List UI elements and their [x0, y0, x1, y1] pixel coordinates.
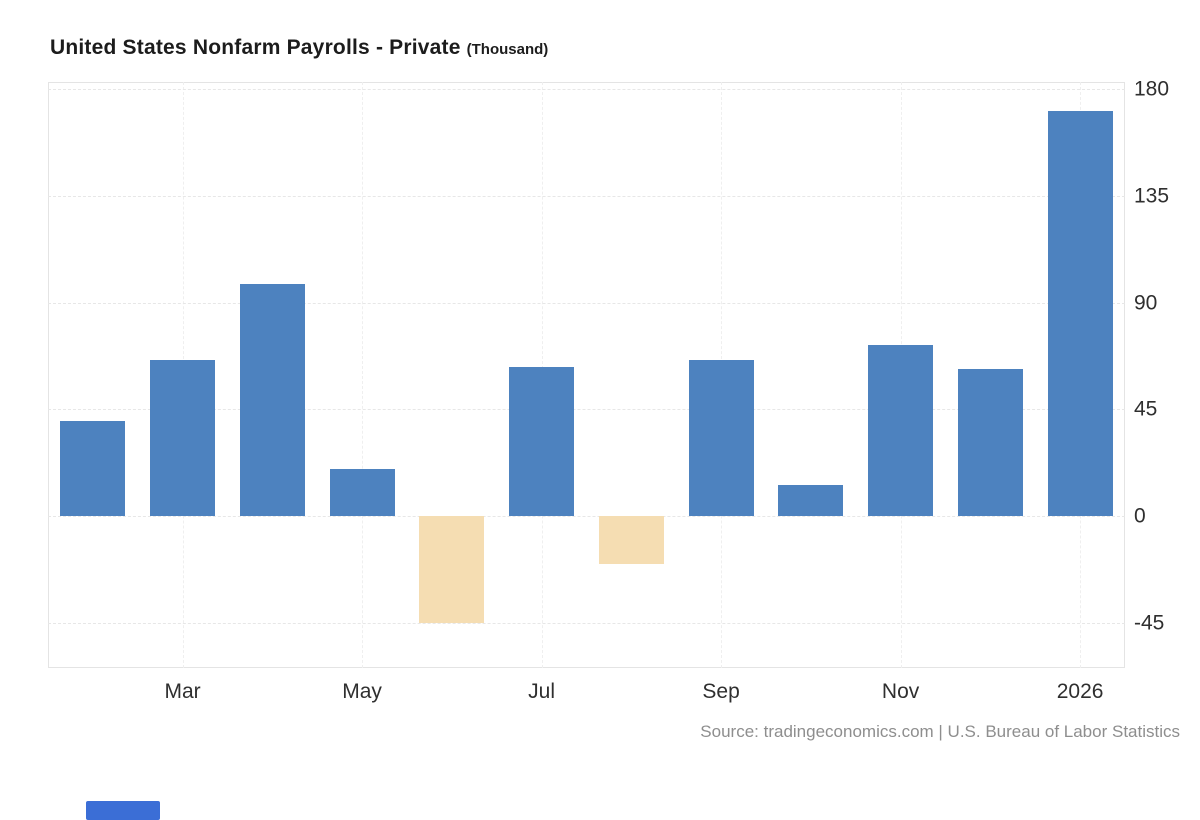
gridline-h	[48, 622, 1125, 624]
partial-blue-button[interactable]	[86, 801, 160, 820]
gridline-h	[48, 409, 1125, 411]
chart-bar[interactable]	[329, 468, 395, 517]
y-axis-tick-label: 0	[1134, 504, 1146, 528]
gridline-h	[48, 195, 1125, 197]
chart-bar[interactable]	[688, 359, 754, 517]
chart-bar[interactable]	[239, 283, 305, 517]
gridline-h	[48, 516, 1125, 518]
y-axis-tick-label: 90	[1134, 291, 1158, 315]
y-axis-tick-label: 180	[1134, 77, 1170, 101]
x-axis-tick-label: Mar	[164, 680, 201, 703]
y-axis-tick-label: 45	[1134, 397, 1158, 421]
plot-area	[48, 82, 1125, 668]
chart-bar[interactable]	[598, 516, 664, 564]
chart-bar[interactable]	[957, 369, 1023, 517]
chart-bar[interactable]	[868, 345, 934, 517]
chart-bar[interactable]	[419, 516, 485, 623]
x-axis-tick-label: Sep	[702, 680, 740, 703]
x-axis-tick-label: Nov	[881, 680, 920, 703]
y-axis-tick-label: 135	[1134, 184, 1170, 208]
chart-bar[interactable]	[60, 421, 126, 517]
gridline-h	[48, 89, 1125, 91]
chart-title-text: United States Nonfarm Payrolls - Private	[50, 36, 461, 59]
source-attribution: Source: tradingeconomics.com | U.S. Bure…	[700, 722, 1180, 741]
chart-title-unit: (Thousand)	[466, 41, 549, 58]
gridline-h	[48, 302, 1125, 304]
gridline-v	[362, 82, 364, 668]
y-axis-tick-label: -45	[1134, 611, 1165, 635]
chart-title: United States Nonfarm Payrolls - Private…	[50, 36, 548, 60]
chart-bar[interactable]	[778, 485, 844, 517]
chart-bar[interactable]	[150, 359, 216, 517]
chart-bar[interactable]	[509, 366, 575, 517]
x-axis-tick-label: Jul	[528, 680, 556, 703]
x-axis-tick-label: 2026	[1056, 680, 1104, 703]
chart-bar[interactable]	[1047, 110, 1113, 517]
x-axis-tick-label: May	[342, 680, 382, 703]
